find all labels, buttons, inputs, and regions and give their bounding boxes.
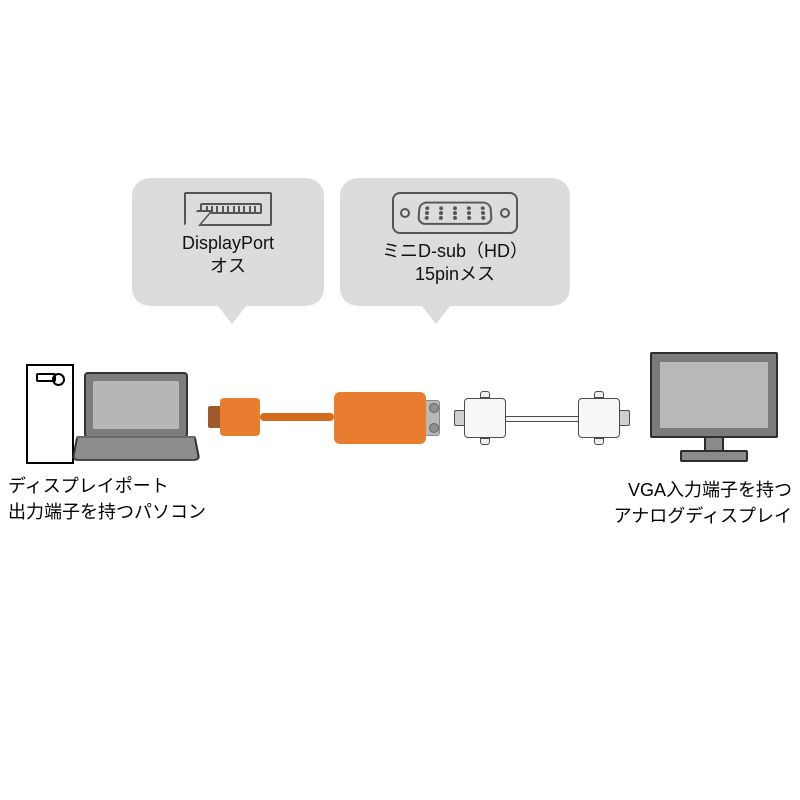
callout-displayport: DisplayPort オス [132,178,324,306]
callout-displayport-line2: オス [150,255,306,278]
caption-pc-line2: 出力端子を持つパソコン [8,500,206,524]
displayport-connector-icon [184,192,272,226]
caption-display-line1: VGA入力端子を持つ [578,478,792,502]
callout-vga: ミニD-sub（HD） 15pinメス [340,178,570,306]
callout-vga-tail [422,306,450,324]
laptop-icon [76,372,196,472]
vga-connector-icon [392,192,518,234]
callout-vga-line1: ミニD-sub（HD） [358,240,552,263]
callout-displayport-tail [218,306,246,324]
diagram-stage: DisplayPort オス ミニD-sub（HD） 15pinメス [0,0,800,800]
callout-vga-line2: 15pinメス [358,263,552,286]
callout-displayport-line1: DisplayPort [150,232,306,255]
caption-pc-line1: ディスプレイポート [8,474,169,498]
pc-tower-icon [26,364,74,464]
monitor-icon [650,352,778,468]
caption-display-line2: アナログディスプレイ [578,504,792,528]
